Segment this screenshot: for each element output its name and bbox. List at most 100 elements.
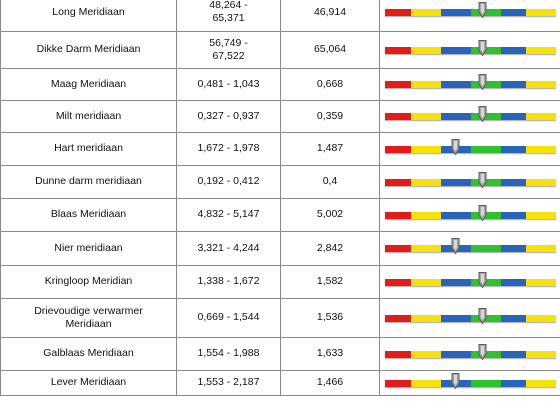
table-row: Dikke Darm Meridiaan 56,749 - 67,522 65,…	[0, 30, 560, 69]
level-gauge	[385, 38, 556, 62]
measured-value: 65,064	[280, 30, 380, 69]
gauge-segment-yellow	[526, 211, 556, 219]
gauge-cell	[379, 197, 560, 232]
level-gauge	[385, 0, 556, 24]
reference-range: 1,553 - 2,187	[176, 369, 281, 396]
gauge-segment-yellow	[411, 145, 441, 153]
meridian-name: Dunne darm meridiaan	[0, 164, 177, 199]
gauge-segment-yellow	[526, 245, 556, 252]
level-gauge	[385, 306, 556, 330]
gauge-segment-yellow	[526, 81, 556, 88]
gauge-color-scale	[385, 81, 556, 88]
gauge-pointer-icon	[478, 39, 487, 56]
gauge-segment-red	[385, 178, 411, 186]
gauge-segment-yellow	[526, 46, 556, 54]
gauge-pointer-icon	[451, 238, 460, 254]
gauge-cell	[379, 297, 560, 338]
gauge-segment-red	[385, 46, 411, 54]
gauge-pointer-icon	[478, 204, 487, 221]
gauge-segment-yellow	[526, 113, 556, 120]
gauge-segment-red	[385, 379, 411, 387]
gauge-segment-blue	[441, 350, 471, 358]
gauge-segment-yellow	[411, 245, 441, 252]
gauge-cell	[379, 131, 560, 166]
gauge-segment-red	[385, 113, 411, 120]
measured-value: 1,487	[280, 131, 380, 166]
gauge-segment-red	[385, 314, 411, 322]
measured-value: 1,582	[280, 264, 380, 299]
reference-range: 1,554 - 1,988	[176, 336, 281, 371]
gauge-segment-yellow	[526, 379, 556, 387]
gauge-color-scale	[385, 178, 556, 186]
gauge-segment-yellow	[411, 211, 441, 219]
measured-value: 2,842	[280, 230, 380, 266]
gauge-segment-yellow	[411, 314, 441, 322]
gauge-cell	[379, 230, 560, 266]
meridian-name: Long Meridiaan	[0, 0, 177, 32]
level-gauge	[385, 342, 556, 366]
gauge-segment-blue	[501, 245, 526, 252]
meridian-name: Galblaas Meridiaan	[0, 336, 177, 371]
gauge-segment-blue	[501, 46, 526, 54]
gauge-pointer-icon	[478, 171, 487, 188]
gauge-cell	[379, 164, 560, 199]
meridian-name: Milt meridiaan	[0, 99, 177, 133]
level-gauge	[385, 203, 556, 227]
gauge-segment-blue	[441, 9, 471, 17]
meridian-name: Dikke Darm Meridiaan	[0, 30, 177, 69]
gauge-segment-blue	[441, 113, 471, 120]
measured-value: 0,4	[280, 164, 380, 199]
reference-range: 48,264 - 65,371	[176, 0, 281, 32]
level-gauge	[385, 371, 556, 394]
table-row: Galblaas Meridiaan 1,554 - 1,988 1,633	[0, 336, 560, 371]
gauge-segment-blue	[441, 46, 471, 54]
table-row: Dunne darm meridiaan 0,192 - 0,412 0,4	[0, 164, 560, 199]
gauge-cell	[379, 30, 560, 69]
gauge-pointer-icon	[478, 2, 487, 19]
gauge-color-scale	[385, 145, 556, 153]
gauge-color-scale	[385, 113, 556, 120]
gauge-segment-yellow	[526, 145, 556, 153]
table-row: Nier meridiaan 3,321 - 4,244 2,842	[0, 230, 560, 266]
gauge-segment-yellow	[411, 350, 441, 358]
gauge-segment-green	[471, 145, 501, 153]
gauge-segment-blue	[501, 113, 526, 120]
gauge-segment-blue	[501, 178, 526, 186]
reference-range: 1,672 - 1,978	[176, 131, 281, 166]
table-row: Milt meridiaan 0,327 - 0,937 0,359	[0, 99, 560, 133]
gauge-segment-yellow	[411, 178, 441, 186]
gauge-segment-blue	[501, 211, 526, 219]
gauge-segment-yellow	[526, 350, 556, 358]
gauge-color-scale	[385, 314, 556, 322]
reference-range: 56,749 - 67,522	[176, 30, 281, 69]
meridian-name: Lever Meridiaan	[0, 369, 177, 396]
gauge-segment-blue	[441, 314, 471, 322]
gauge-segment-yellow	[411, 81, 441, 88]
gauge-color-scale	[385, 379, 556, 387]
reference-range: 0,669 - 1,544	[176, 297, 281, 338]
gauge-color-scale	[385, 46, 556, 54]
measured-value: 0,668	[280, 67, 380, 101]
gauge-segment-blue	[501, 145, 526, 153]
gauge-segment-yellow	[411, 46, 441, 54]
table-row: Maag Meridiaan 0,481 - 1,043 0,668	[0, 67, 560, 101]
reference-range: 0,327 - 0,937	[176, 99, 281, 133]
reference-range: 0,481 - 1,043	[176, 67, 281, 101]
gauge-segment-blue	[441, 178, 471, 186]
gauge-segment-blue	[501, 81, 526, 88]
gauge-segment-yellow	[411, 113, 441, 120]
gauge-segment-blue	[441, 211, 471, 219]
measured-value: 46,914	[280, 0, 380, 32]
gauge-segment-blue	[501, 379, 526, 387]
gauge-color-scale	[385, 245, 556, 252]
gauge-segment-blue	[441, 278, 471, 286]
gauge-color-scale	[385, 278, 556, 286]
gauge-segment-yellow	[526, 178, 556, 186]
gauge-pointer-icon	[451, 372, 460, 389]
gauge-segment-blue	[501, 350, 526, 358]
meridian-name: Maag Meridiaan	[0, 67, 177, 101]
gauge-segment-red	[385, 9, 411, 17]
gauge-segment-blue	[501, 314, 526, 322]
gauge-segment-green	[471, 379, 501, 387]
level-gauge	[385, 137, 556, 161]
